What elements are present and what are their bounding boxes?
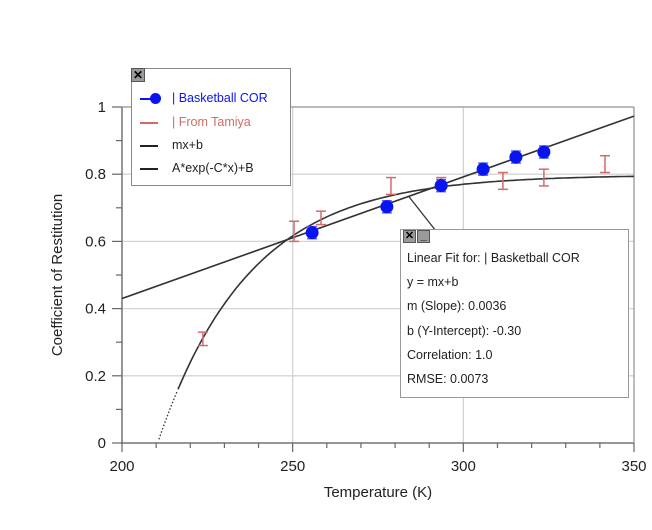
basketball-series bbox=[305, 145, 551, 240]
x-tick-label: 300 bbox=[451, 458, 476, 475]
legend-label: A*exp(-C*x)+B bbox=[172, 161, 254, 175]
basketball-point bbox=[380, 200, 394, 214]
y-tick-label: 0.8 bbox=[85, 166, 106, 183]
legend-close-button[interactable]: ✕ bbox=[131, 68, 145, 82]
exponential-fit-extrapolation bbox=[158, 389, 179, 440]
legend-label: | From Tamiya bbox=[172, 115, 251, 129]
x-tick-label: 200 bbox=[109, 458, 134, 475]
basketball-point bbox=[476, 162, 490, 176]
y-tick-label: 0.4 bbox=[85, 301, 106, 318]
basketball-point bbox=[305, 226, 319, 240]
legend-label: mx+b bbox=[172, 138, 203, 152]
legend-item-tamiya: | From Tamiya bbox=[140, 112, 251, 132]
line-swatch-icon bbox=[140, 162, 162, 174]
fit-equation: y = mx+b bbox=[407, 275, 459, 289]
linear-fit-box[interactable]: ✕ _ Linear Fit for: | Basketball COR y =… bbox=[400, 229, 629, 398]
marker-line-icon bbox=[140, 92, 162, 104]
fit-title: Linear Fit for: | Basketball COR bbox=[407, 251, 580, 265]
fit-slope: m (Slope): 0.0036 bbox=[407, 299, 507, 313]
legend-item-linear: mx+b bbox=[140, 135, 203, 155]
fit-close-button[interactable]: ✕ bbox=[403, 230, 416, 243]
basketball-point bbox=[434, 179, 448, 193]
fit-correlation: Correlation: 1.0 bbox=[407, 348, 493, 362]
fit-intercept: b (Y-Intercept): -0.30 bbox=[407, 324, 522, 338]
basketball-point bbox=[509, 150, 523, 164]
fit-minimize-button[interactable]: _ bbox=[417, 230, 430, 243]
tamiya-series bbox=[197, 154, 610, 347]
line-swatch-icon bbox=[140, 139, 162, 151]
legend[interactable]: ✕ | Basketball COR | From Tamiya mx+b A*… bbox=[131, 68, 291, 186]
legend-label: | Basketball COR bbox=[172, 91, 268, 105]
basketball-point bbox=[537, 145, 551, 159]
y-tick-label: 0.6 bbox=[85, 233, 106, 250]
x-tick-label: 350 bbox=[621, 458, 646, 475]
y-axis-title: Coefficient of Restitution bbox=[49, 194, 66, 356]
line-swatch-icon bbox=[140, 116, 162, 128]
y-tick-label: 0.2 bbox=[85, 368, 106, 385]
exponential-fit-curve bbox=[177, 175, 635, 390]
x-axis-title: Temperature (K) bbox=[324, 484, 432, 501]
tick-labels: 200 250 300 350 0 0.2 0.4 0.6 0.8 1 bbox=[85, 99, 646, 475]
y-tick-label: 1 bbox=[98, 99, 106, 116]
y-tick-label: 0 bbox=[98, 435, 106, 452]
legend-item-basketball: | Basketball COR bbox=[140, 88, 268, 108]
legend-item-exponential: A*exp(-C*x)+B bbox=[140, 158, 254, 178]
fit-rmse: RMSE: 0.0073 bbox=[407, 372, 489, 386]
x-tick-label: 250 bbox=[280, 458, 305, 475]
fit-callout-line bbox=[408, 195, 437, 232]
